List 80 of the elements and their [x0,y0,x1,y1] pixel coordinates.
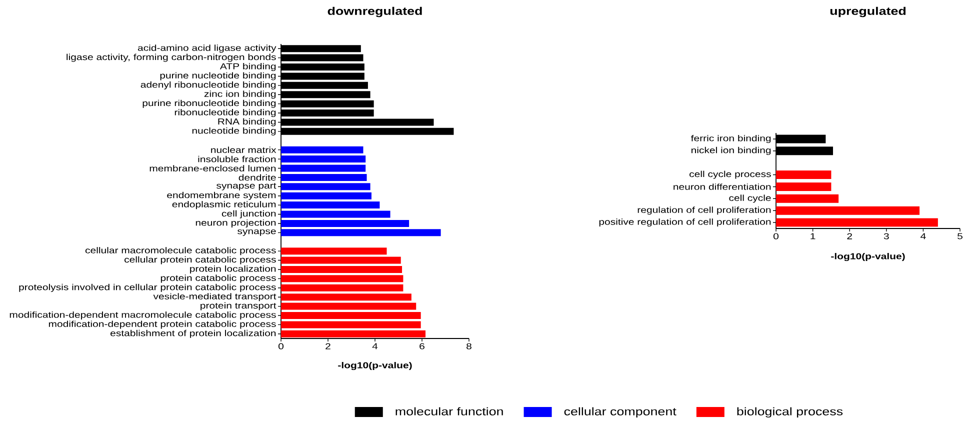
chart-title: downregulated [328,6,422,18]
y-tick-label: modification-dependent protein catabolic process [48,320,276,329]
y-tick-label: membrane-enclosed lumen [150,165,276,172]
y-tick-label: endoplasmic reticulum [172,201,276,210]
x-tick-label: 2 [847,233,852,240]
bar [776,194,839,203]
bar [281,321,421,328]
y-tick-label: acid-amino acid ligase activity [138,44,276,53]
bar [281,192,372,200]
y-tick-label: cell cycle process [690,170,771,179]
bar [281,202,380,209]
y-tick-label: adenyl ribonucleotide binding [140,81,276,90]
y-tick-label: establishment of protein localization [110,330,276,338]
y-tick-label: nuclear matrix [211,146,276,153]
bar [281,210,390,218]
y-tick-label: neuron projection [196,219,276,228]
bar [776,170,832,180]
bar [776,182,832,191]
bar [281,302,416,310]
bar [281,275,404,282]
y-tick-label: RNA binding [218,118,276,126]
x-tick-label: 8 [466,343,472,350]
y-tick-label: purine nucleotide binding [160,72,276,80]
bar [281,183,370,190]
bar [281,266,402,273]
y-tick-label: regulation of cell proliferation [638,206,771,215]
bar [281,312,421,319]
y-tick-label: vesicle-mediated transport [153,293,276,302]
y-tick-label: zinc ion binding [204,90,276,99]
bar [281,164,366,172]
y-tick-label: protein transport [200,302,276,310]
y-tick-label: cell cycle [729,194,771,203]
legend-label: biological process [737,407,843,418]
y-tick-label: cellular macromolecule catabolic process [85,247,276,256]
y-tick-label: ligase activity, forming carbon-nitrogen bonds [66,54,276,62]
bar [281,248,387,255]
y-tick-label: synapse [238,229,276,236]
x-tick-label: 5 [958,233,962,240]
y-tick-label: proteolysis involved in cellular protein catabolic process [19,284,276,292]
bar [776,218,938,227]
y-tick-label: nickel ion binding [692,146,771,155]
y-tick-label: protein catabolic process [160,274,276,283]
bar [281,220,410,227]
x-tick-label: 3 [884,233,889,240]
bar [281,156,366,163]
y-tick-label: cell junction [222,210,276,218]
x-tick-label: 1 [810,233,816,240]
y-tick-label: modification-dependent macromolecule catabolic process [10,311,276,320]
x-tick-label: 6 [420,343,424,350]
y-tick-label: protein localization [190,265,276,274]
y-tick-label: positive regulation of cell proliferation [599,218,771,227]
y-tick-label: nucleotide binding [192,127,276,136]
legend-label: molecular function [396,407,503,416]
y-tick-label: cellular protein catabolic process [124,256,276,264]
bar [281,229,441,236]
x-tick-label: 4 [372,343,378,350]
x-axis-title: -log10(p-value) [338,362,412,370]
x-axis-title: -log10(p-value) [831,252,905,262]
bar [281,146,364,154]
bar [776,206,920,215]
x-tick-label: 0 [278,343,284,350]
chart-title: upregulated [830,6,906,18]
y-tick-label: dendrite [238,174,276,181]
y-tick-label: ATP binding [220,63,276,72]
y-tick-label: insoluble fraction [198,156,276,162]
x-tick-label: 0 [774,233,779,240]
bar [281,294,412,301]
legend-label: cellular component [564,407,676,418]
x-tick-label: 4 [920,233,926,240]
y-tick-label: endomembrane system [167,192,276,200]
bar [281,256,401,264]
bar [281,330,426,338]
bar [281,284,404,292]
y-tick-label: purine ribonucleotide binding [142,100,276,108]
x-tick-label: 2 [326,343,330,350]
y-tick-label: synapse part [216,182,276,190]
y-tick-label: ferric iron binding [690,134,771,143]
y-tick-label: ribonucleotide binding [174,109,276,118]
y-tick-label: neuron differentiation [674,184,771,190]
bar [281,174,367,181]
